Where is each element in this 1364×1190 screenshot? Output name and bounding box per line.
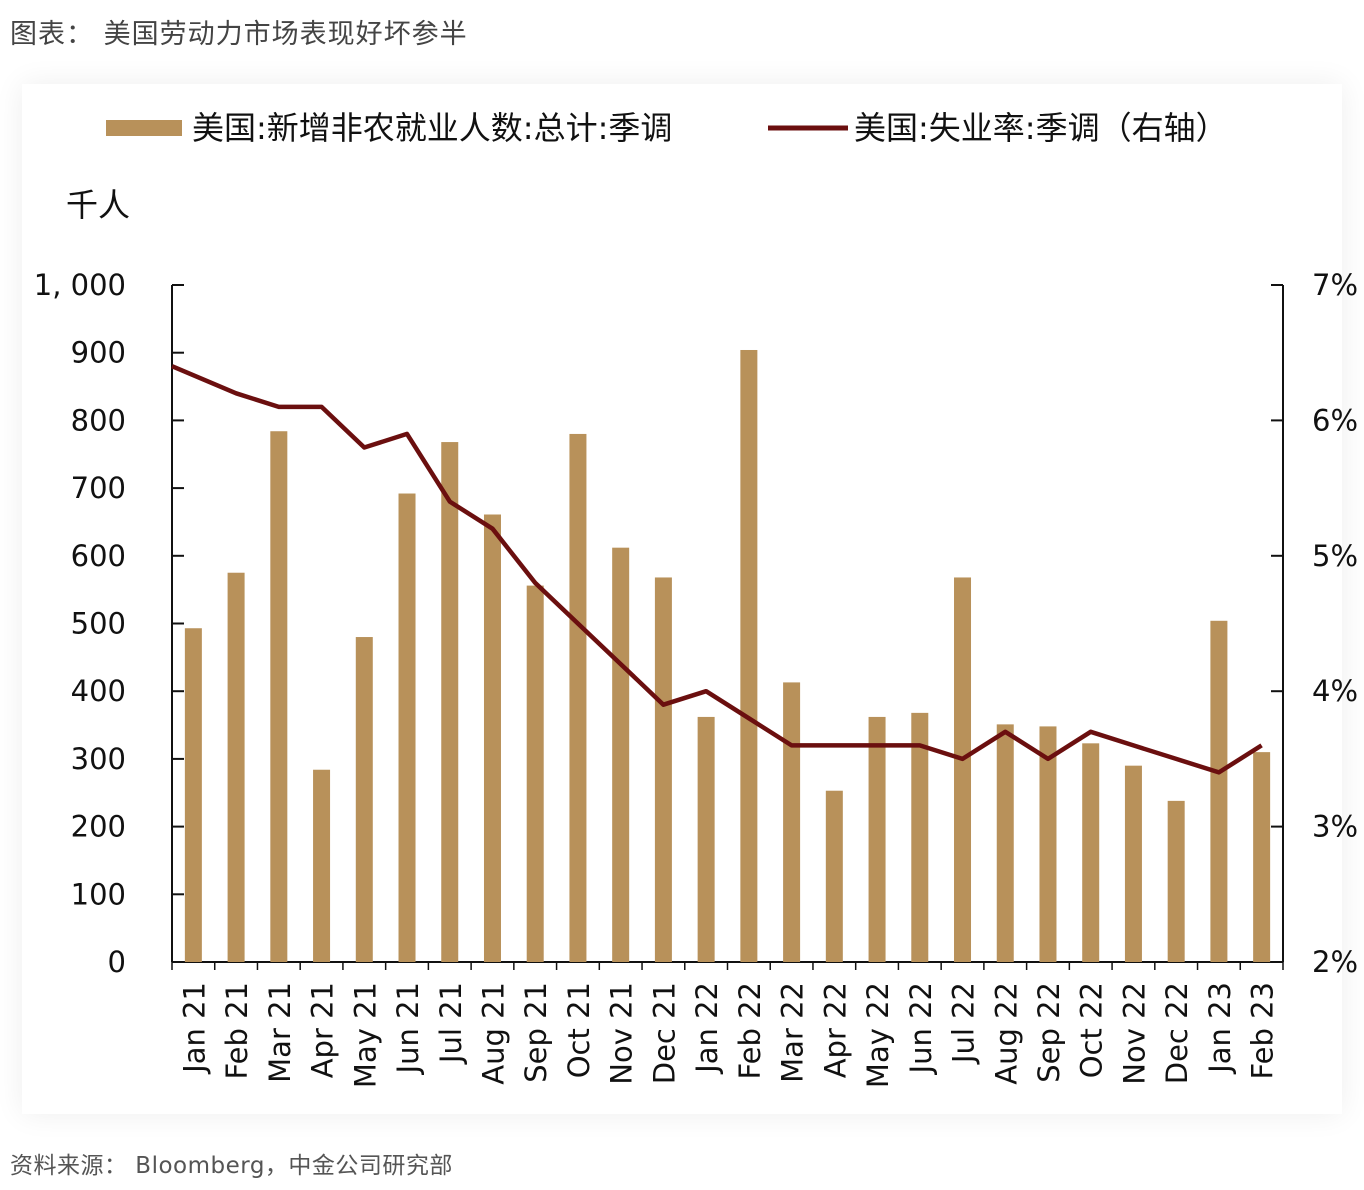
- legend-line-label: 美国:失业率:季调（右轴）: [854, 109, 1228, 147]
- bar: [654, 577, 672, 962]
- x-tick-label: Sep 22: [1032, 982, 1066, 1083]
- bar: [1210, 620, 1228, 962]
- bar: [996, 724, 1014, 962]
- left-tick-label: 0: [108, 945, 126, 979]
- bar: [270, 431, 288, 962]
- bar: [868, 716, 886, 962]
- left-tick-label: 400: [71, 674, 126, 708]
- bar-series: [184, 349, 1271, 963]
- bar: [441, 442, 459, 963]
- bar: [1253, 752, 1271, 962]
- x-tick-label: Nov 22: [1117, 982, 1151, 1085]
- x-tick-label: Feb 22: [733, 982, 767, 1079]
- x-tick-label: Nov 21: [605, 982, 639, 1085]
- x-tick-label: Jan 21: [177, 982, 211, 1075]
- bar: [1124, 765, 1142, 962]
- figure-title: 图表： 美国劳动力市场表现好坏参半: [10, 19, 468, 50]
- x-tick-label: Apr 22: [818, 982, 852, 1078]
- bar: [911, 712, 929, 962]
- bar: [783, 682, 801, 962]
- left-axis-unit: 千人: [66, 186, 130, 224]
- x-tick-label: Aug 22: [989, 982, 1023, 1085]
- left-tick-label: 600: [71, 539, 126, 573]
- legend: 美国:新增非农就业人数:总计:季调 美国:失业率:季调（右轴）: [106, 109, 1228, 147]
- bar: [954, 577, 972, 962]
- right-tick-label: 2%: [1312, 945, 1358, 979]
- left-tick-label: 300: [71, 742, 126, 776]
- legend-bar-label: 美国:新增非农就业人数:总计:季调: [192, 109, 672, 147]
- right-tick-label: 7%: [1312, 268, 1358, 302]
- x-tick-label: Apr 21: [306, 982, 340, 1078]
- bar: [398, 493, 416, 962]
- bar: [184, 628, 202, 962]
- bar: [1082, 743, 1100, 962]
- bar: [740, 349, 758, 962]
- x-tick-label: Jun 21: [391, 982, 425, 1075]
- bar: [355, 637, 373, 962]
- right-tick-label: 5%: [1312, 539, 1358, 573]
- x-tick-label: Jan 22: [690, 982, 724, 1075]
- x-tick-label: Jun 22: [904, 982, 938, 1075]
- bar: [483, 514, 501, 962]
- bar: [697, 716, 715, 962]
- x-tick-label: Sep 21: [519, 982, 553, 1083]
- left-tick-label: 800: [71, 403, 126, 437]
- left-tick-label: 500: [71, 607, 126, 641]
- left-tick-label: 700: [71, 471, 126, 505]
- bar: [825, 790, 843, 962]
- bar: [526, 585, 544, 962]
- bar: [569, 433, 587, 962]
- right-tick-label: 4%: [1312, 674, 1358, 708]
- x-tick-label: Jul 21: [434, 982, 468, 1065]
- bar: [612, 547, 630, 962]
- x-tick-label: Mar 22: [776, 982, 810, 1083]
- x-tick-label: Feb 23: [1246, 982, 1280, 1079]
- x-tick-label: Oct 21: [562, 982, 596, 1078]
- x-tick-label: Aug 21: [476, 982, 510, 1085]
- x-tick-label: Dec 21: [647, 982, 681, 1084]
- tick-labels: 0 100 200 300 400 500 600 700 800 900 1, 000 2% 3% 4%…: [34, 268, 1358, 1088]
- axes: [171, 284, 1284, 970]
- right-tick-label: 3%: [1312, 810, 1358, 844]
- bar: [313, 769, 331, 962]
- line-series: [171, 364, 1263, 775]
- x-tick-label: Jul 22: [947, 982, 981, 1065]
- x-tick-label: May 22: [861, 982, 895, 1088]
- x-tick-label: Mar 21: [263, 982, 297, 1083]
- x-tick-label: Jan 23: [1203, 982, 1237, 1075]
- source-note: 资料来源： Bloomberg，中金公司研究部: [10, 1153, 453, 1179]
- x-tick-label: Feb 21: [220, 982, 254, 1079]
- bar: [227, 572, 245, 962]
- left-tick-label: 100: [71, 877, 126, 911]
- x-tick-label: Oct 22: [1075, 982, 1109, 1078]
- x-tick-label: Dec 22: [1160, 982, 1194, 1084]
- unemployment-line: [171, 364, 1263, 775]
- bar: [1039, 726, 1057, 962]
- left-tick-label: 1, 000: [34, 268, 126, 302]
- left-tick-label: 200: [71, 810, 126, 844]
- left-tick-label: 900: [71, 336, 126, 370]
- legend-bar-swatch: [106, 120, 182, 136]
- x-tick-label: May 21: [348, 982, 382, 1088]
- bar: [1167, 800, 1185, 962]
- right-tick-label: 6%: [1312, 403, 1358, 437]
